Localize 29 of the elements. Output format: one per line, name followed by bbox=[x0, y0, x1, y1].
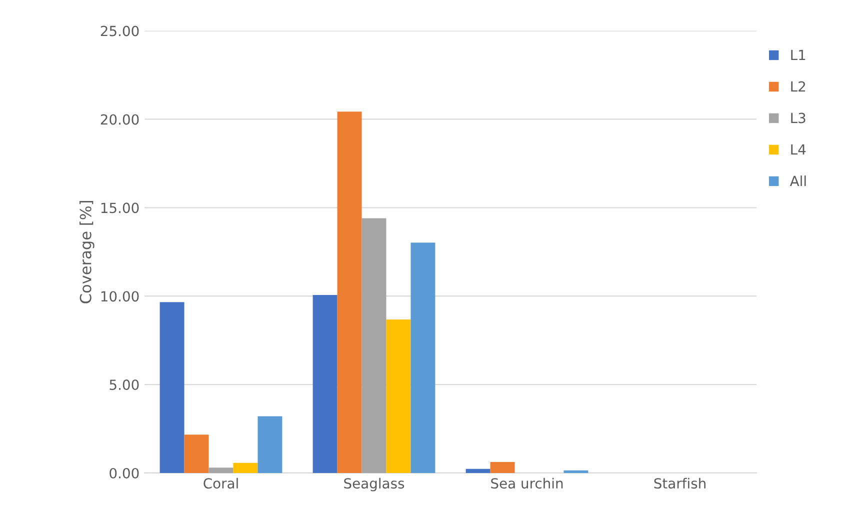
bar bbox=[337, 112, 362, 473]
bar bbox=[312, 295, 338, 473]
x-tick-label: Starfish bbox=[654, 478, 706, 489]
bar bbox=[564, 470, 588, 473]
bar bbox=[410, 242, 436, 473]
legend-label: All bbox=[790, 175, 806, 186]
x-tick-label: Sea urchin bbox=[491, 478, 563, 489]
y-tick-label: 15.00 bbox=[101, 202, 139, 214]
bar bbox=[386, 319, 411, 473]
y-axis-title: Coverage [%] bbox=[80, 200, 94, 304]
bar bbox=[184, 434, 209, 473]
bar bbox=[362, 218, 386, 473]
legend-label: L2 bbox=[791, 81, 806, 92]
bar bbox=[233, 462, 258, 473]
y-tick-label: 0.00 bbox=[110, 468, 139, 478]
x-tick-label: Seaglass bbox=[344, 478, 404, 492]
y-tick-label: 5.00 bbox=[110, 380, 139, 390]
bar bbox=[490, 462, 515, 473]
bar bbox=[160, 302, 184, 473]
y-tick-label: 20.00 bbox=[100, 114, 139, 125]
bar bbox=[258, 416, 282, 473]
legend-label: L3 bbox=[791, 112, 806, 124]
y-tick-label: 10.00 bbox=[101, 291, 139, 302]
bar bbox=[208, 468, 234, 473]
y-tick-label: 25.00 bbox=[100, 26, 139, 36]
x-tick-label: Coral bbox=[204, 478, 238, 489]
legend-label: L4 bbox=[791, 144, 806, 155]
legend-label: L1 bbox=[791, 50, 806, 60]
bar bbox=[466, 468, 490, 473]
